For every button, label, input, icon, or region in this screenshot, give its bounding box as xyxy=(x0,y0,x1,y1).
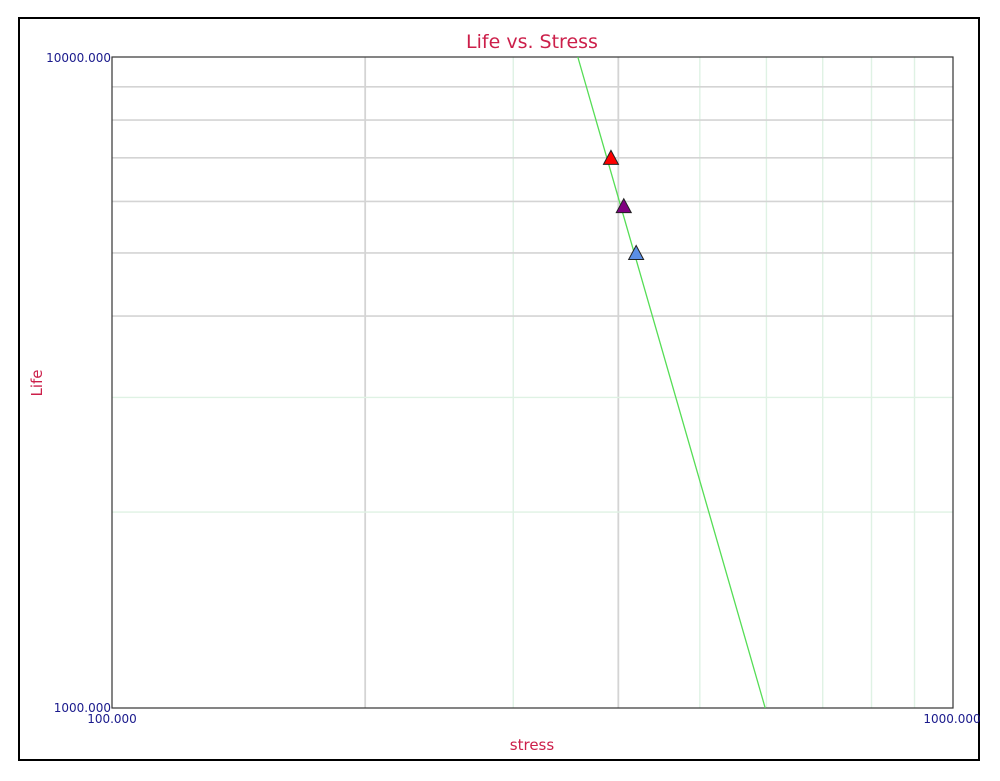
x-tick-label-left: 100.000 xyxy=(87,712,137,726)
grid-lines xyxy=(112,57,953,708)
x-axis-label: stress xyxy=(510,736,555,754)
data-point-triangle xyxy=(602,149,620,165)
y-tick-label-bottom: 1000.000 xyxy=(54,701,111,715)
series-layer xyxy=(577,56,766,709)
fit-line xyxy=(577,56,766,709)
data-point-triangle xyxy=(627,244,645,260)
y-axis-label: Life xyxy=(28,369,46,396)
data-point-triangle xyxy=(615,197,633,214)
plot-border xyxy=(111,56,954,709)
y-tick-label-top: 10000.000 xyxy=(46,51,111,65)
x-tick-label-right: 1000.000 xyxy=(923,712,980,726)
plot-area xyxy=(112,57,953,708)
chart-title: Life vs. Stress xyxy=(466,31,598,53)
